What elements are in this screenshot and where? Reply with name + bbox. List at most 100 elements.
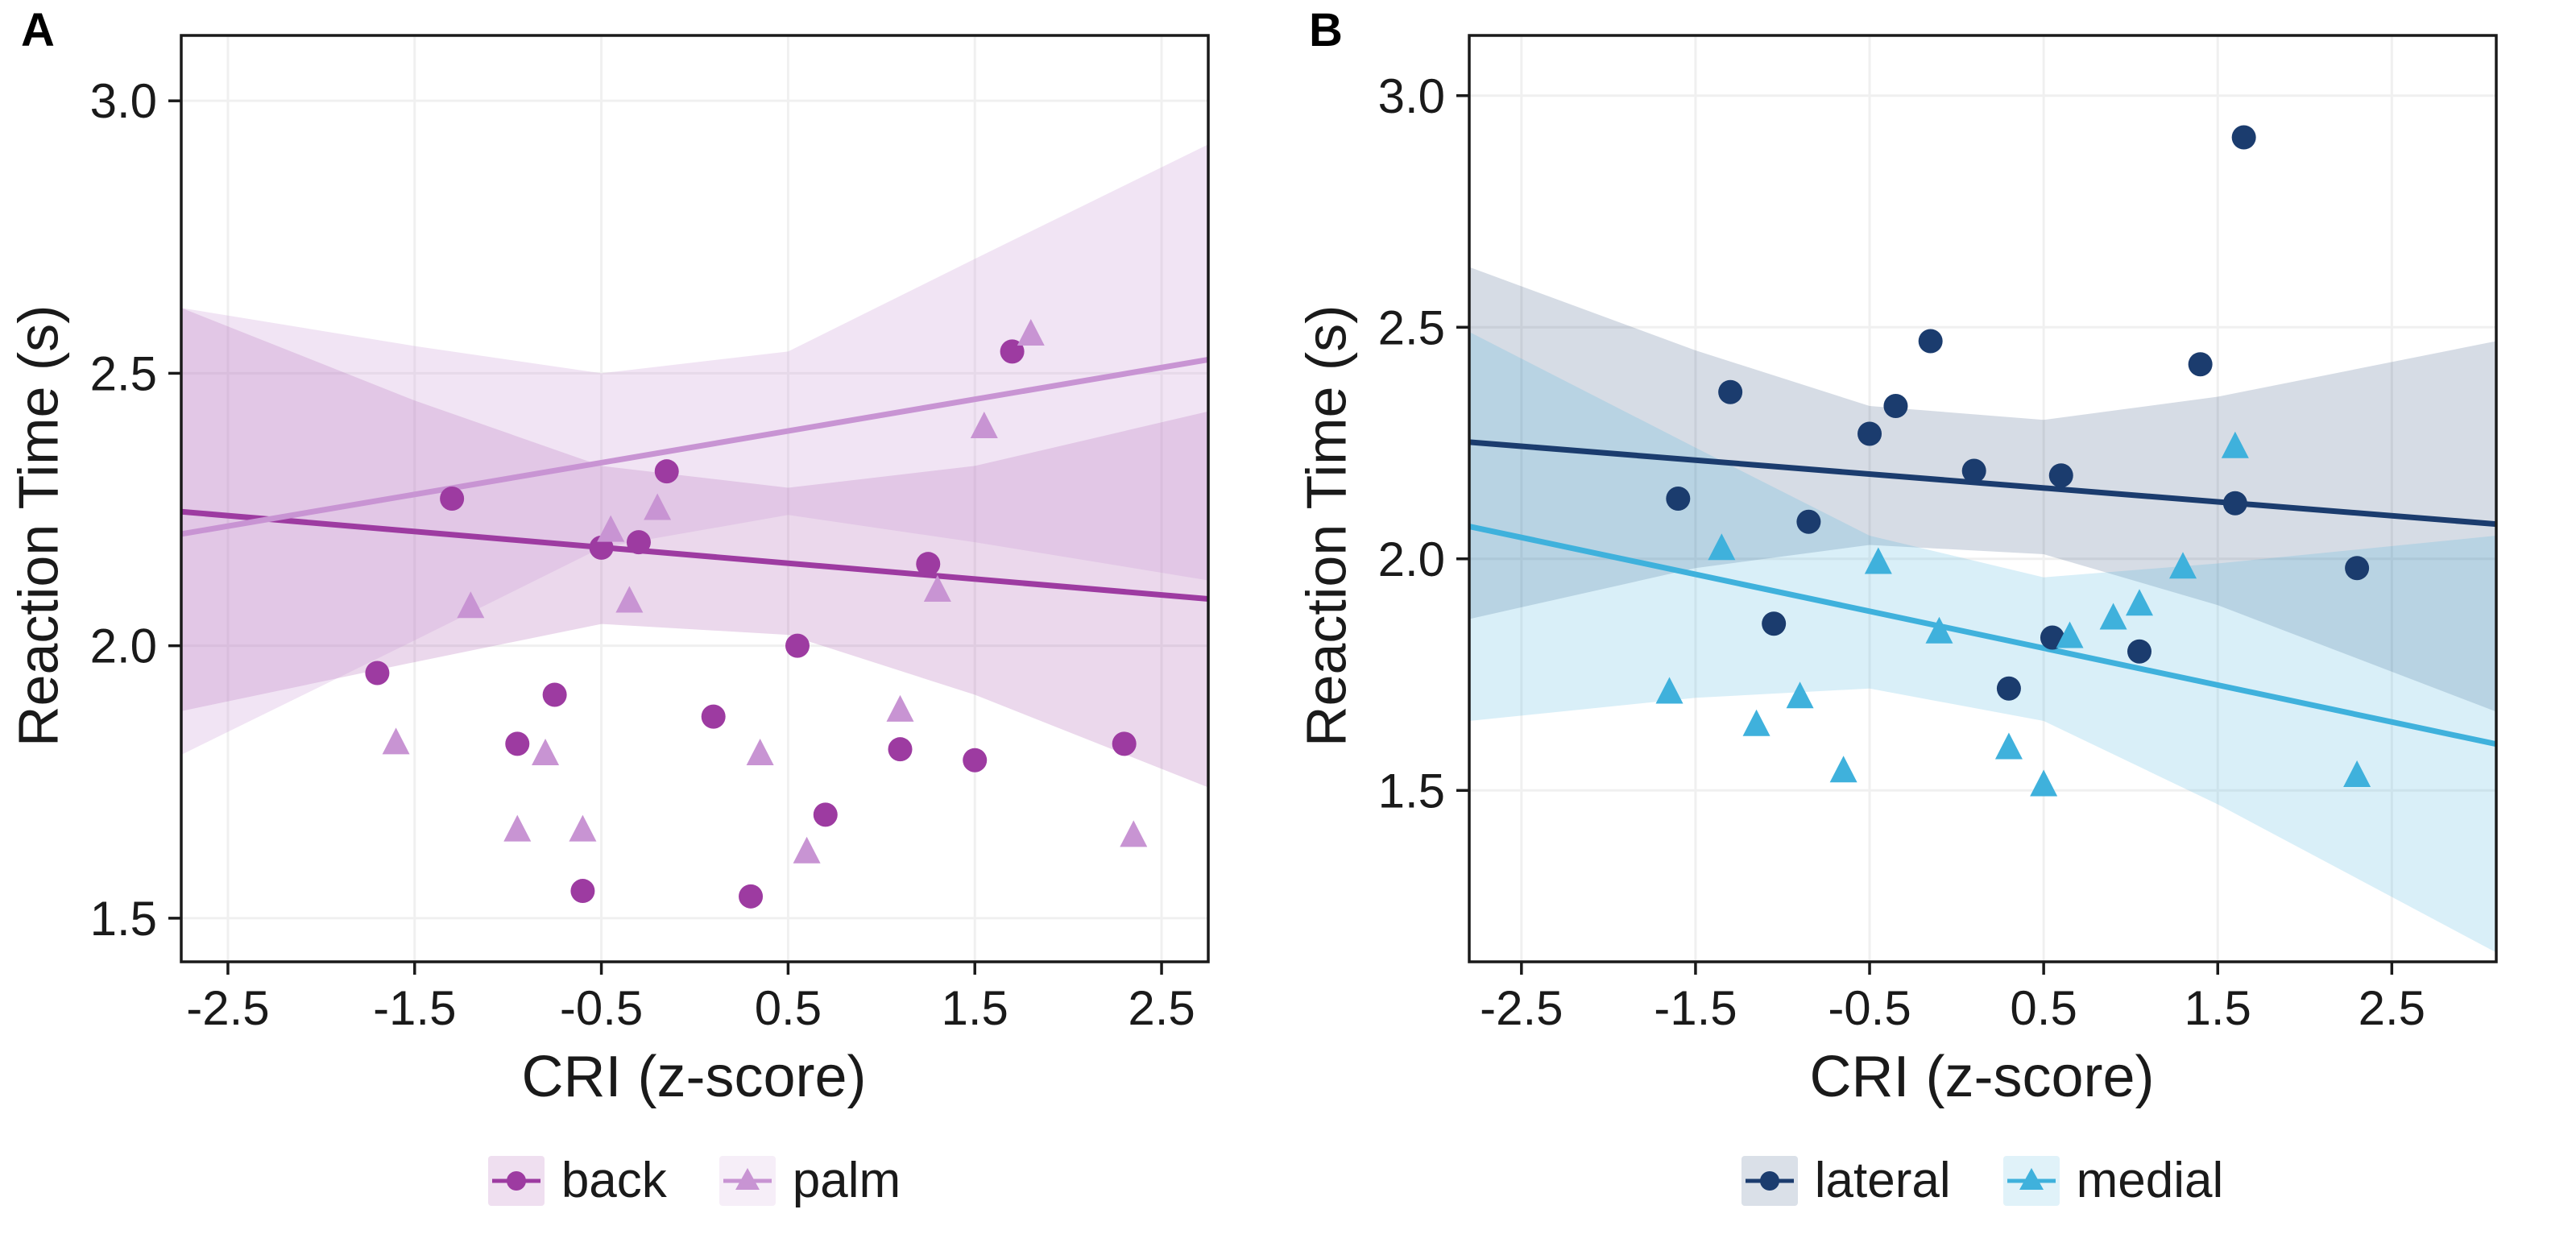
- scatter-plot-B: -2.5 -1.5 -0.5 0.5 1.5 2.5 1.5 2.0 2.5 3.0: [1378, 34, 2498, 1035]
- point-palm: [1017, 319, 1045, 346]
- point-palm: [457, 591, 485, 619]
- x-axis-title-B: CRI (z-score): [1809, 1045, 2155, 1109]
- point-medial: [1994, 732, 2023, 760]
- x-tick-label: 1.5: [2185, 981, 2251, 1035]
- legend-key-marker-triangle: [735, 1167, 760, 1190]
- point-back: [701, 704, 726, 729]
- point-lateral: [2231, 125, 2256, 150]
- point-medial: [1742, 709, 1770, 736]
- point-lateral: [2222, 491, 2247, 516]
- point-back: [813, 802, 838, 827]
- point-palm: [503, 814, 532, 842]
- x-tick-label: 0.5: [2010, 981, 2077, 1035]
- regression-line-medial: [1469, 524, 2496, 748]
- legend-key-medial: [2002, 1155, 2060, 1206]
- x-axis-title-A: CRI (z-score): [521, 1045, 867, 1109]
- point-medial: [1655, 677, 1684, 704]
- plot-border: [1468, 34, 2498, 963]
- point-palm: [597, 515, 625, 542]
- point-lateral: [1857, 421, 1882, 446]
- legend-key-marker-circle: [506, 1170, 526, 1191]
- point-lateral: [2127, 639, 2151, 664]
- regression-line-back: [181, 508, 1208, 602]
- point-palm: [382, 727, 410, 755]
- regression-line-palm: [181, 357, 1208, 537]
- point-back: [739, 884, 764, 909]
- point-medial: [2343, 760, 2371, 787]
- point-back: [505, 731, 530, 756]
- point-lateral: [2188, 352, 2213, 377]
- point-back: [785, 633, 810, 658]
- legend-label-palm: palm: [792, 1153, 901, 1208]
- point-palm: [793, 836, 821, 864]
- legend-item-back: back: [487, 1152, 667, 1209]
- point-medial: [1925, 616, 1953, 644]
- point-palm: [644, 493, 672, 520]
- panel-B: B Reaction Time (s) -2.5 -1.5 -0.5 0.5 1.5 2.…: [1288, 0, 2576, 1255]
- point-back: [440, 487, 465, 511]
- point-lateral: [2345, 556, 2370, 581]
- point-palm: [532, 738, 560, 765]
- point-lateral: [2048, 463, 2073, 488]
- x-tick-label: -0.5: [1828, 981, 1911, 1035]
- point-back: [542, 682, 567, 707]
- plot-row-B: Reaction Time (s) -2.5 -1.5 -0.5 0.5 1.5 2.5 1…: [1288, 11, 2576, 1041]
- x-tick-label: -0.5: [560, 981, 643, 1035]
- plot-row-A: Reaction Time (s) -2.5 -1.5 -0.5 0.5 1.5 2.5 1…: [0, 11, 1288, 1041]
- y-axis-title-A: Reaction Time (s): [6, 304, 70, 748]
- legend-item-palm: palm: [719, 1152, 901, 1209]
- point-lateral: [1718, 379, 1743, 404]
- legend-B: lateral medial: [1288, 1152, 2576, 1209]
- point-medial: [2169, 552, 2197, 579]
- panel-A: A Reaction Time (s) -2.5 -1.5 -0.5 0.5 1.5 2.…: [0, 4, 1288, 1209]
- legend-label-lateral: lateral: [1814, 1153, 1951, 1208]
- point-lateral: [1961, 458, 1986, 483]
- point-palm: [970, 412, 998, 439]
- legend-key-back: [487, 1155, 545, 1206]
- y-tick-label: 3.0: [90, 74, 157, 128]
- point-lateral: [1918, 329, 1943, 354]
- panel-label-B: B: [1309, 4, 1343, 56]
- point-palm: [746, 738, 774, 765]
- x-tick-label: -1.5: [373, 981, 456, 1035]
- y-tick-label: 2.0: [90, 619, 157, 673]
- point-medial: [2099, 603, 2127, 630]
- y-tick-label: 1.5: [90, 892, 157, 946]
- point-lateral: [1996, 676, 2021, 701]
- x-tick-label: -1.5: [1654, 981, 1737, 1035]
- y-tick-label: 1.5: [1378, 764, 1445, 818]
- point-lateral: [1666, 487, 1691, 511]
- point-lateral: [1883, 394, 1908, 418]
- point-back: [365, 661, 390, 685]
- x-tick-label: 1.5: [942, 981, 1008, 1035]
- point-medial: [1708, 533, 1736, 561]
- point-medial: [2030, 769, 2058, 797]
- point-back: [626, 530, 651, 555]
- x-tick-label: 2.5: [2359, 981, 2425, 1035]
- y-tick-label: 2.5: [90, 346, 157, 400]
- point-palm: [886, 694, 914, 722]
- point-medial: [2056, 621, 2084, 648]
- point-back: [916, 552, 941, 577]
- legend-key-palm: [719, 1155, 776, 1206]
- point-back: [888, 737, 913, 762]
- x-tick-label: 2.5: [1128, 981, 1195, 1035]
- point-back: [570, 879, 595, 904]
- ci-band-back: [181, 308, 1208, 788]
- point-medial: [2221, 431, 2249, 458]
- legend-key-lateral: [1741, 1155, 1798, 1206]
- x-tick-label: -2.5: [186, 981, 269, 1035]
- point-back: [963, 748, 988, 772]
- x-tick-label: -2.5: [1480, 981, 1563, 1035]
- point-medial: [1829, 756, 1857, 783]
- point-back: [654, 459, 679, 484]
- point-medial: [1786, 681, 1814, 709]
- legend-key-marker-circle: [1759, 1170, 1779, 1191]
- point-lateral: [1796, 509, 1821, 534]
- y-axis-title-B: Reaction Time (s): [1294, 304, 1358, 748]
- legend-label-medial: medial: [2076, 1153, 2224, 1208]
- ci-band-lateral: [1469, 267, 2496, 712]
- legend-A: back palm: [0, 1152, 1288, 1209]
- panel-label-A: A: [21, 4, 55, 56]
